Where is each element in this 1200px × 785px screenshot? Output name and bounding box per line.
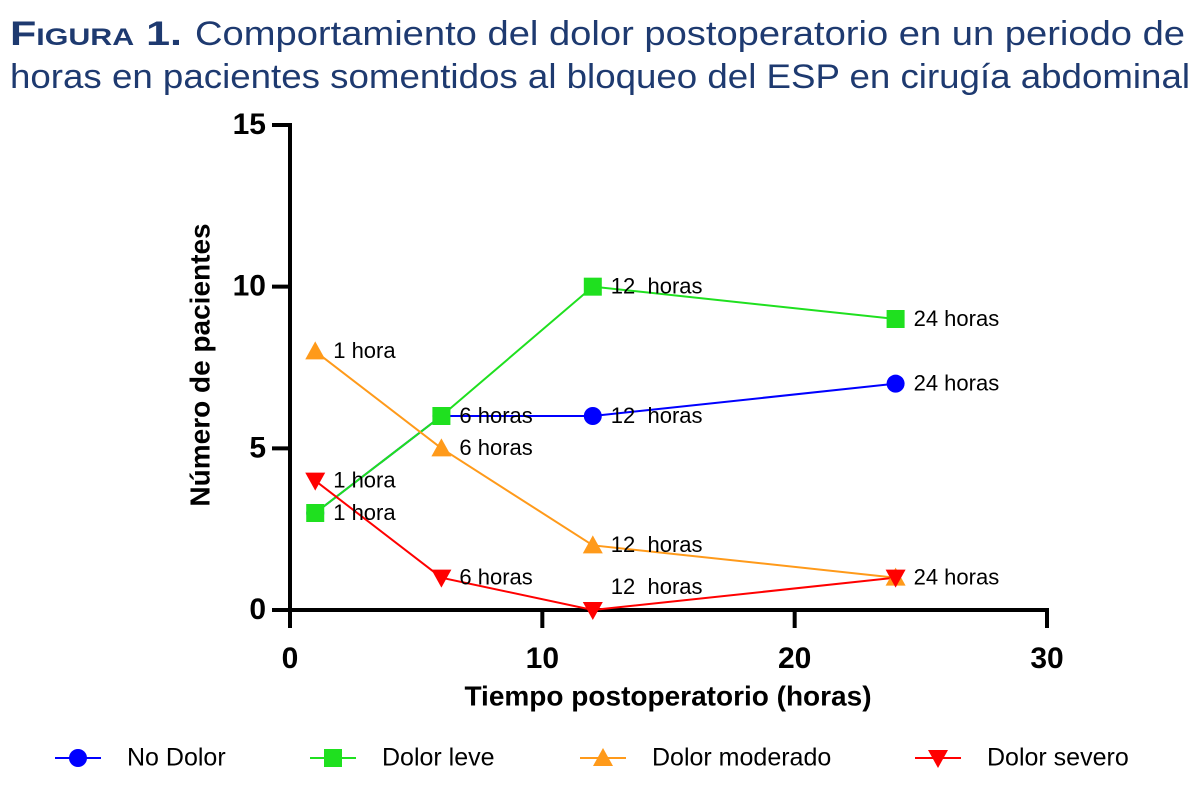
y-axis-label: Número de pacientes xyxy=(184,223,215,506)
series-line xyxy=(314,479,896,612)
chart-title: horas en pacientes somentidos al bloqueo… xyxy=(10,58,1190,96)
data-point xyxy=(306,504,325,522)
y-tick-label: 5 xyxy=(249,431,266,464)
legend-marker xyxy=(69,749,87,767)
y-tick-label: 15 xyxy=(233,108,266,141)
figure-label: Figura 1. xyxy=(10,15,182,53)
data-point xyxy=(885,569,906,588)
legend-marker xyxy=(928,750,948,768)
data-point xyxy=(886,310,905,328)
point-label: 12 horas xyxy=(611,273,703,298)
legend-marker xyxy=(324,749,342,767)
data-point xyxy=(431,569,452,588)
x-tick-label: 10 xyxy=(526,642,559,675)
series-line xyxy=(314,285,896,514)
data-point xyxy=(886,374,905,393)
chart-title: Comportamiento del dolor postoperatorio … xyxy=(195,15,1185,53)
point-label: 6 horas xyxy=(459,564,532,589)
data-point xyxy=(582,602,603,620)
point-label: 12 horas xyxy=(611,574,703,599)
data-point xyxy=(583,277,602,296)
point-label: 24 horas xyxy=(914,306,1000,331)
legend-label: Dolor severo xyxy=(987,744,1129,772)
data-point xyxy=(305,472,326,491)
series-line xyxy=(314,350,896,579)
point-label: 1 hora xyxy=(333,467,396,492)
x-tick-label: 0 xyxy=(282,642,299,675)
data-point xyxy=(431,438,452,457)
point-label: 6 horas xyxy=(459,403,532,428)
point-label: 1 hora xyxy=(333,338,396,363)
x-tick-label: 30 xyxy=(1030,642,1063,675)
legend-label: No Dolor xyxy=(127,744,226,772)
legend-label: Dolor moderado xyxy=(652,744,831,772)
y-tick-label: 10 xyxy=(233,270,266,303)
x-tick-label: 20 xyxy=(778,642,811,675)
point-label: 6 horas xyxy=(459,435,532,460)
data-point xyxy=(305,341,326,360)
legend-label: Dolor leve xyxy=(382,744,495,772)
y-tick-label: 0 xyxy=(249,593,266,626)
point-label: 12 horas xyxy=(611,403,703,428)
point-label: 24 horas xyxy=(914,564,1000,589)
x-axis-label: Tiempo postoperatorio (horas) xyxy=(464,680,871,711)
data-point xyxy=(432,407,451,425)
point-label: 24 horas xyxy=(914,370,1000,395)
legend-marker xyxy=(593,748,613,766)
data-point xyxy=(582,535,603,554)
data-point xyxy=(583,407,602,425)
point-label: 1 hora xyxy=(333,500,396,525)
series-line xyxy=(314,382,896,514)
point-label: 12 horas xyxy=(611,532,703,557)
